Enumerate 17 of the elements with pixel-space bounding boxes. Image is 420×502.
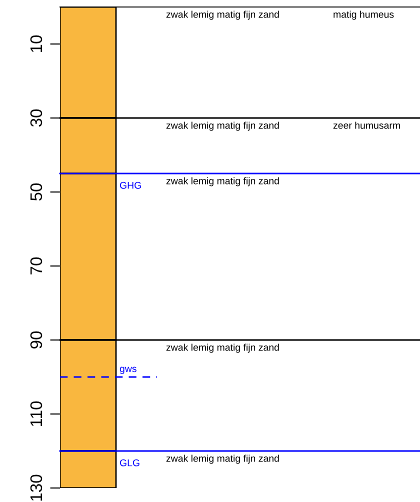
y-tick-label: 130 [30, 474, 42, 501]
text: zwak lemig matig fijn zand [166, 10, 279, 20]
y-tick-label: 50 [30, 183, 42, 201]
ref-line-label: GHG [120, 182, 141, 189]
ref-line-label: gws [120, 366, 136, 374]
text: zwak lemig matig fijn zand [166, 454, 279, 464]
ref-line-label: GLG [120, 459, 140, 466]
y-tick-label: 30 [30, 109, 42, 127]
y-tick-label: 70 [30, 257, 42, 274]
text: zwak lemig matig fijn zand [166, 344, 279, 353]
y-tick-label: 90 [30, 331, 42, 348]
text: zwak lemig matig fijn zand [166, 122, 279, 131]
y-tick-label: 110 [30, 401, 42, 426]
annotation: zeer humusarm [333, 122, 400, 129]
annotation: matig humeus [334, 10, 394, 20]
text: zwak lemig matig fijn zand [166, 177, 279, 186]
y-tick-label: 10 [30, 35, 42, 52]
